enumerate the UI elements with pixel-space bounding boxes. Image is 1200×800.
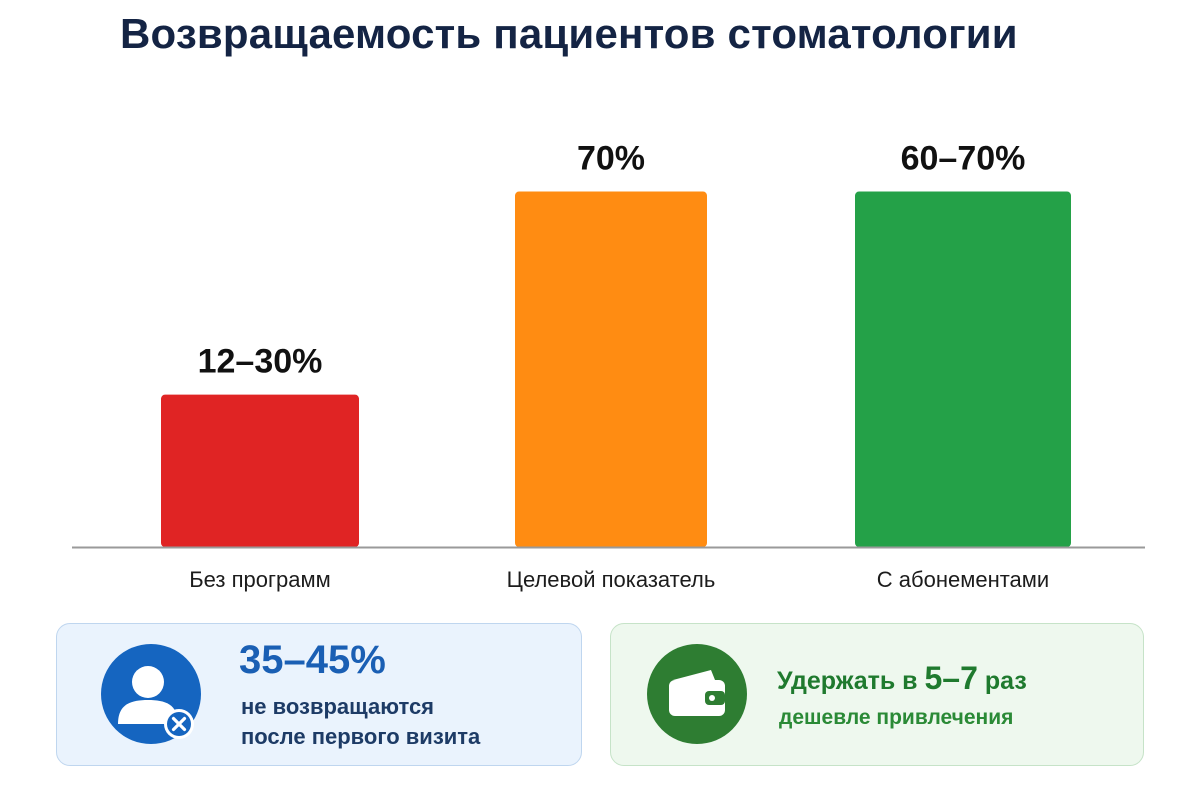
wallet-icon xyxy=(647,644,747,744)
user-remove-icon xyxy=(101,644,201,744)
category-label-3: С абонементами xyxy=(877,567,1049,592)
bar-1 xyxy=(161,394,359,547)
category-label-1: Без программ xyxy=(189,567,331,592)
retention-headline: Удержать в 5–7 раз xyxy=(777,660,1027,697)
card-not-returning: 35–45% не возвращаются после первого виз… xyxy=(56,623,582,766)
chart-title: Возвращаемость пациентов стоматологии xyxy=(120,10,1018,57)
retention-subtext: дешевле привлечения xyxy=(779,706,1014,729)
not-returning-line-1: не возвращаются xyxy=(241,694,435,719)
bar-value-label-3: 60–70% xyxy=(901,140,1026,178)
bar-value-label-1: 12–30% xyxy=(198,343,323,381)
bar-chart: 12–30% Без программ 70% Целевой показатель 6… xyxy=(72,140,1145,592)
bar-2 xyxy=(515,191,707,548)
retention-multiplier: 5–7 xyxy=(924,660,978,696)
retention-prefix: Удержать в xyxy=(777,667,925,695)
category-label-2: Целевой показатель xyxy=(507,567,716,592)
bar-3 xyxy=(855,191,1071,548)
not-returning-value: 35–45% xyxy=(239,638,386,682)
bar-value-label-2: 70% xyxy=(577,140,645,178)
not-returning-text: не возвращаются после первого визита xyxy=(241,692,480,752)
not-returning-line-2: после первого визита xyxy=(241,724,481,749)
card-retention-cost: Удержать в 5–7 раз дешевле привлечения xyxy=(610,623,1144,766)
retention-suffix: раз xyxy=(977,667,1027,695)
